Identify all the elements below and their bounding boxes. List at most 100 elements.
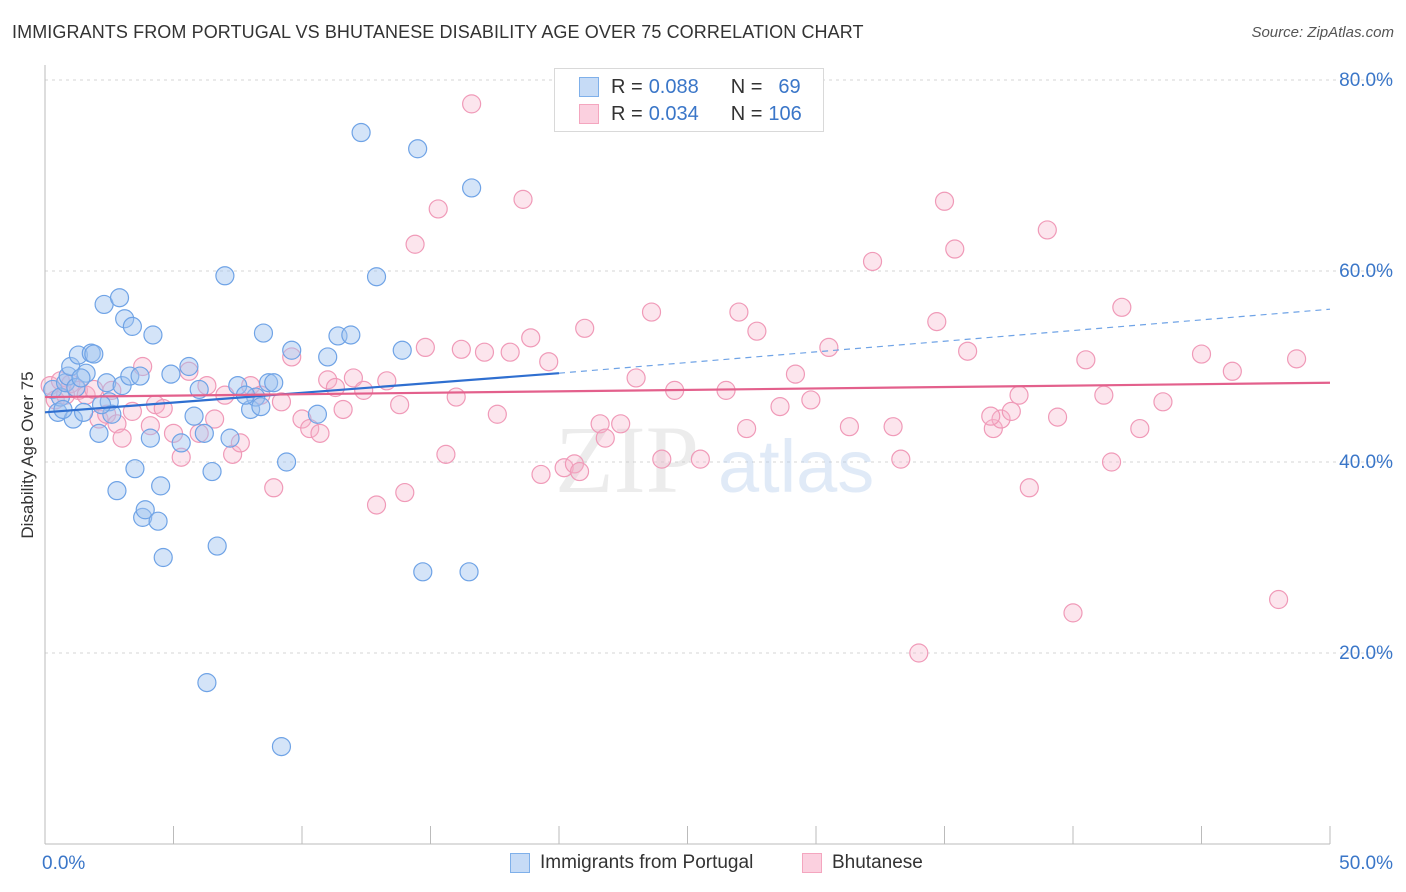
point-bhutanese bbox=[1076, 350, 1096, 370]
point-bhutanese bbox=[539, 352, 559, 372]
point-bhutanese bbox=[513, 189, 533, 209]
n-label: N = bbox=[730, 75, 763, 98]
point-bhutanese bbox=[729, 302, 749, 322]
point-bhutanese bbox=[690, 449, 710, 469]
point-bhutanese bbox=[1101, 452, 1122, 472]
y-tick-label: 80.0% bbox=[1339, 70, 1393, 91]
point-bhutanese bbox=[521, 328, 541, 348]
legend-swatch-bhutanese bbox=[579, 104, 599, 124]
point-bhutanese bbox=[1094, 385, 1114, 405]
point-portugal bbox=[351, 122, 371, 143]
point-portugal bbox=[135, 500, 155, 520]
point-portugal bbox=[258, 373, 279, 393]
point-bhutanese bbox=[770, 397, 790, 417]
point-portugal bbox=[202, 461, 222, 482]
point-bhutanese bbox=[626, 368, 646, 388]
point-bhutanese bbox=[927, 312, 947, 332]
point-portugal bbox=[140, 428, 160, 448]
point-bhutanese bbox=[839, 417, 860, 437]
point-bhutanese bbox=[462, 94, 482, 114]
point-bhutanese bbox=[747, 321, 767, 341]
point-bhutanese bbox=[171, 447, 191, 467]
point-bhutanese bbox=[1063, 603, 1083, 623]
point-bhutanese bbox=[801, 390, 821, 410]
trend-line-portugal-dashed bbox=[558, 308, 1331, 374]
point-portugal bbox=[71, 368, 91, 388]
point-bhutanese bbox=[737, 418, 757, 439]
point-portugal bbox=[459, 562, 479, 582]
legend-swatch-portugal bbox=[579, 77, 599, 97]
trend-line-bhutanese bbox=[44, 381, 1331, 399]
point-bhutanese bbox=[451, 339, 471, 359]
point-bhutanese bbox=[554, 458, 574, 478]
source-label: Source: ZipAtlas.com bbox=[1251, 24, 1394, 41]
watermark: ZIP atlas bbox=[555, 406, 874, 513]
point-portugal bbox=[143, 325, 163, 345]
y-tick-label: 40.0% bbox=[1339, 452, 1393, 473]
point-bhutanese bbox=[1009, 385, 1029, 405]
point-portugal bbox=[122, 316, 142, 336]
watermark-zip: ZIP bbox=[555, 406, 699, 513]
point-bhutanese bbox=[1037, 220, 1057, 240]
point-portugal bbox=[220, 428, 240, 448]
point-portugal bbox=[413, 562, 433, 582]
point-bhutanese bbox=[909, 643, 929, 663]
point-bhutanese bbox=[333, 399, 353, 420]
legend-swatch-portugal bbox=[510, 853, 530, 873]
point-portugal bbox=[73, 402, 94, 422]
legend-label-portugal: Immigrants from Portugal bbox=[540, 852, 754, 873]
point-bhutanese bbox=[107, 414, 127, 434]
y-axis-label: Disability Age Over 75 bbox=[18, 371, 37, 539]
point-portugal bbox=[84, 344, 104, 364]
point-bhutanese bbox=[983, 418, 1003, 439]
point-bhutanese bbox=[446, 387, 466, 407]
point-bhutanese bbox=[569, 461, 590, 482]
r-value: 0.088 bbox=[648, 75, 699, 98]
point-portugal bbox=[109, 288, 130, 308]
watermark-atlas: atlas bbox=[718, 425, 874, 508]
trend-line-portugal bbox=[44, 372, 560, 414]
point-bhutanese bbox=[819, 337, 839, 357]
point-bhutanese bbox=[205, 409, 225, 429]
trend-lines bbox=[44, 308, 1331, 414]
point-portugal bbox=[91, 395, 112, 415]
point-bhutanese bbox=[112, 428, 132, 448]
point-portugal bbox=[120, 366, 140, 386]
point-bhutanese bbox=[883, 417, 903, 437]
point-portugal bbox=[112, 376, 132, 396]
point-portugal bbox=[189, 379, 209, 400]
point-bhutanese bbox=[366, 495, 387, 515]
x-tick-label: 0.0% bbox=[42, 853, 85, 874]
gridlines bbox=[45, 79, 1392, 654]
point-portugal bbox=[133, 507, 153, 527]
point-bhutanese bbox=[436, 444, 456, 464]
point-bhutanese bbox=[282, 347, 302, 367]
point-bhutanese bbox=[318, 370, 338, 390]
point-bhutanese bbox=[1001, 401, 1021, 421]
point-portugal bbox=[130, 366, 150, 386]
point-bhutanese bbox=[223, 444, 243, 464]
point-bhutanese bbox=[474, 342, 495, 362]
x-tick-label: 50.0% bbox=[1339, 853, 1393, 874]
point-bhutanese bbox=[343, 368, 363, 388]
point-portugal bbox=[215, 266, 235, 286]
point-bhutanese bbox=[652, 449, 672, 469]
point-bhutanese bbox=[1191, 344, 1212, 364]
point-portugal bbox=[151, 476, 171, 496]
point-bhutanese bbox=[1019, 478, 1039, 498]
point-bhutanese bbox=[590, 414, 610, 434]
point-portugal bbox=[179, 356, 199, 377]
point-bhutanese bbox=[1222, 361, 1242, 381]
point-bhutanese bbox=[611, 414, 631, 434]
data-points bbox=[40, 94, 1307, 757]
point-portugal bbox=[107, 481, 127, 501]
point-bhutanese bbox=[891, 449, 911, 469]
point-bhutanese bbox=[1153, 392, 1173, 412]
point-bhutanese bbox=[163, 423, 184, 443]
point-portugal bbox=[282, 340, 302, 360]
y-tick-label: 20.0% bbox=[1339, 643, 1393, 664]
point-bhutanese bbox=[595, 428, 615, 448]
y-tick-label: 60.0% bbox=[1339, 261, 1393, 282]
point-portugal bbox=[271, 736, 292, 757]
